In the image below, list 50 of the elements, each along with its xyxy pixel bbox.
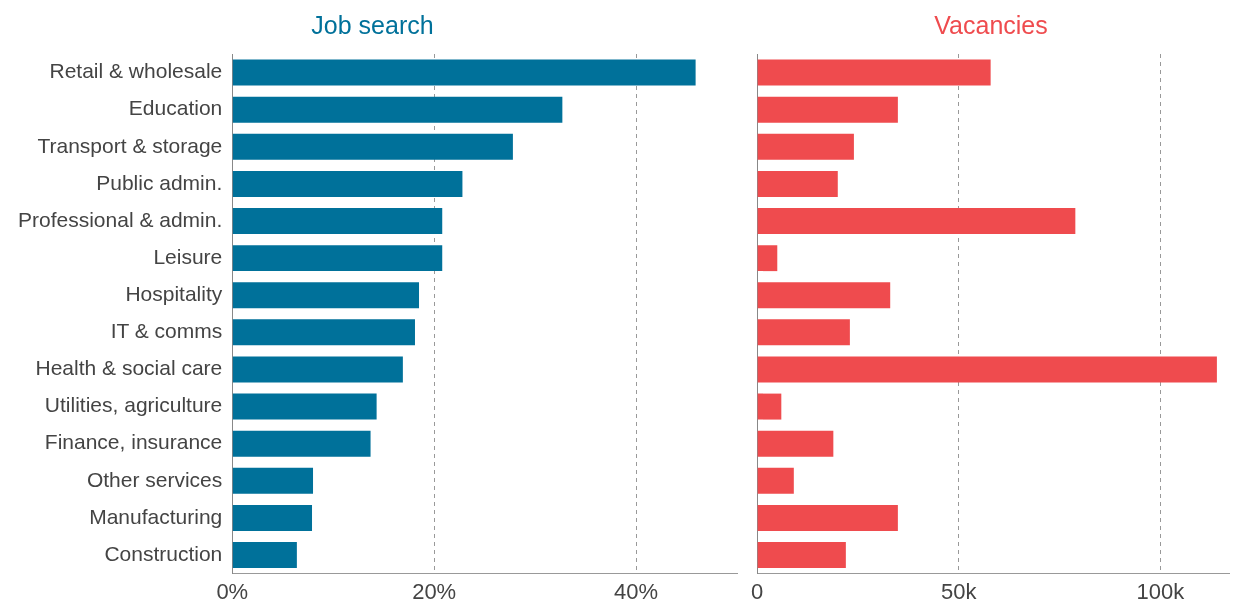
bar xyxy=(757,133,854,160)
y-tick-label: Education xyxy=(128,96,223,120)
bar xyxy=(232,542,297,569)
bar xyxy=(757,504,898,531)
x-tick-label: 100k xyxy=(1136,578,1186,604)
y-tick-label: Hospitality xyxy=(125,282,223,306)
bar xyxy=(232,282,420,309)
bar xyxy=(232,96,563,123)
bar xyxy=(757,356,1217,383)
bar xyxy=(232,133,513,160)
chart-title: Vacancies xyxy=(934,10,1048,39)
bar xyxy=(232,467,314,494)
y-tick-label: Health & social care xyxy=(35,356,223,380)
y-tick-label: Retail & wholesale xyxy=(49,59,223,83)
bar xyxy=(232,356,403,383)
y-tick-label: Other services xyxy=(86,467,223,491)
bar xyxy=(232,170,463,197)
bar xyxy=(757,393,782,420)
bar xyxy=(232,393,377,420)
bar xyxy=(757,245,778,272)
bar xyxy=(757,467,794,494)
bar xyxy=(757,208,1076,234)
x-tick-label: 50k xyxy=(941,578,978,604)
bar xyxy=(757,59,991,86)
bar xyxy=(232,319,415,346)
y-tick-label: Transport & storage xyxy=(37,133,223,157)
bar xyxy=(757,170,838,197)
y-tick-label: Manufacturing xyxy=(89,504,223,528)
bar xyxy=(757,542,846,569)
bar xyxy=(232,208,443,234)
bar xyxy=(232,504,313,531)
bar xyxy=(232,59,696,86)
x-tick-label: 40% xyxy=(614,578,659,604)
y-tick-label: Construction xyxy=(104,541,223,565)
y-tick-label: Professional & admin. xyxy=(17,207,223,231)
y-tick-label: Utilities, agriculture xyxy=(44,393,223,417)
bar xyxy=(757,319,850,346)
bar xyxy=(757,96,898,123)
y-tick-label: IT & comms xyxy=(110,319,223,343)
y-tick-label: Finance, insurance xyxy=(44,430,223,454)
x-tick-label: 20% xyxy=(412,578,457,604)
bar xyxy=(232,430,371,457)
bar xyxy=(757,282,891,309)
chart-title: Job search xyxy=(311,10,434,39)
y-tick-label: Leisure xyxy=(153,244,223,268)
bar xyxy=(757,430,834,457)
y-tick-label: Public admin. xyxy=(96,170,223,194)
x-tick-label: 0 xyxy=(750,578,764,604)
bar xyxy=(232,245,443,272)
x-tick-label: 0% xyxy=(216,578,249,604)
